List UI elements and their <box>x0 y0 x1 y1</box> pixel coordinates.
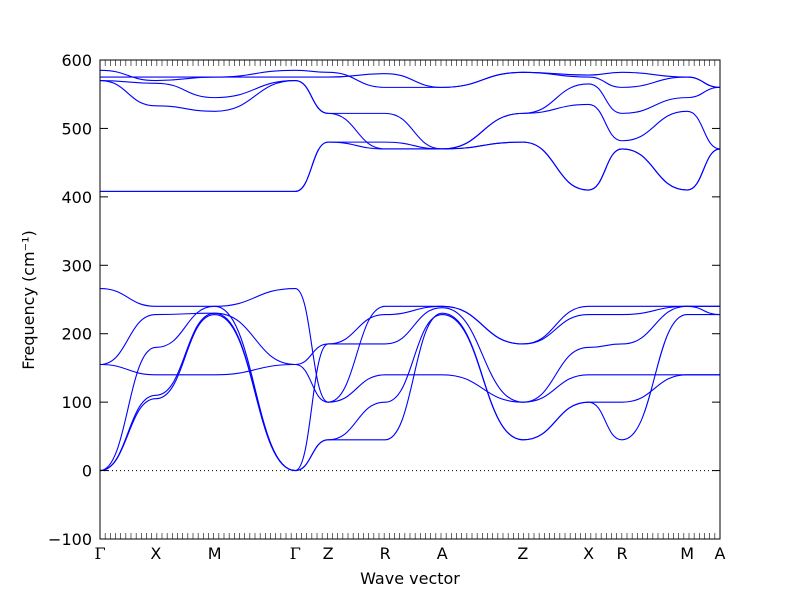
band-line-6 <box>99 288 720 403</box>
y-tick-label: 0 <box>82 462 92 481</box>
x-tick-label-4: Γ <box>290 544 301 563</box>
x-tick-label-10: R <box>616 544 627 563</box>
x-tick-label-9: X <box>583 544 594 563</box>
y-tick-label: 600 <box>61 51 92 70</box>
y-tick-label: 500 <box>61 119 92 138</box>
x-tick-label-6: R <box>380 544 391 563</box>
y-tick-label: −100 <box>48 530 92 549</box>
plot-frame <box>99 59 721 540</box>
band-line-4 <box>99 363 721 403</box>
band-line-12 <box>99 69 721 88</box>
band-line-9 <box>99 79 721 150</box>
band-series-group <box>99 69 721 472</box>
band-line-5 <box>99 305 721 366</box>
y-tick-label: 300 <box>61 256 92 275</box>
x-tick-label-1: Γ <box>94 544 105 563</box>
x-tick-label-2: X <box>150 544 161 563</box>
x-tick-label-12: A <box>715 544 726 563</box>
band-line-2 <box>99 312 721 472</box>
band-line-3 <box>99 305 720 472</box>
y-tick-label: 200 <box>61 325 92 344</box>
x-tick-label-7: A <box>437 544 448 563</box>
y-tick-labels-group: −100 0 100 200 300 400 500 600 <box>48 51 92 549</box>
y-tick-label: 400 <box>61 188 92 207</box>
x-tick-label-5: Z <box>323 544 334 563</box>
x-tick-label-11: M <box>680 544 694 563</box>
x-axis-label: Wave vector <box>360 569 460 588</box>
y-tick-label: 100 <box>61 393 92 412</box>
x-tick-label-3: M <box>208 544 222 563</box>
band-line-10 <box>99 79 721 150</box>
x-tick-label-8: Z <box>517 544 528 563</box>
y-axis-label: Frequency (cm⁻¹) <box>19 230 38 369</box>
band-line-1 <box>99 312 720 472</box>
